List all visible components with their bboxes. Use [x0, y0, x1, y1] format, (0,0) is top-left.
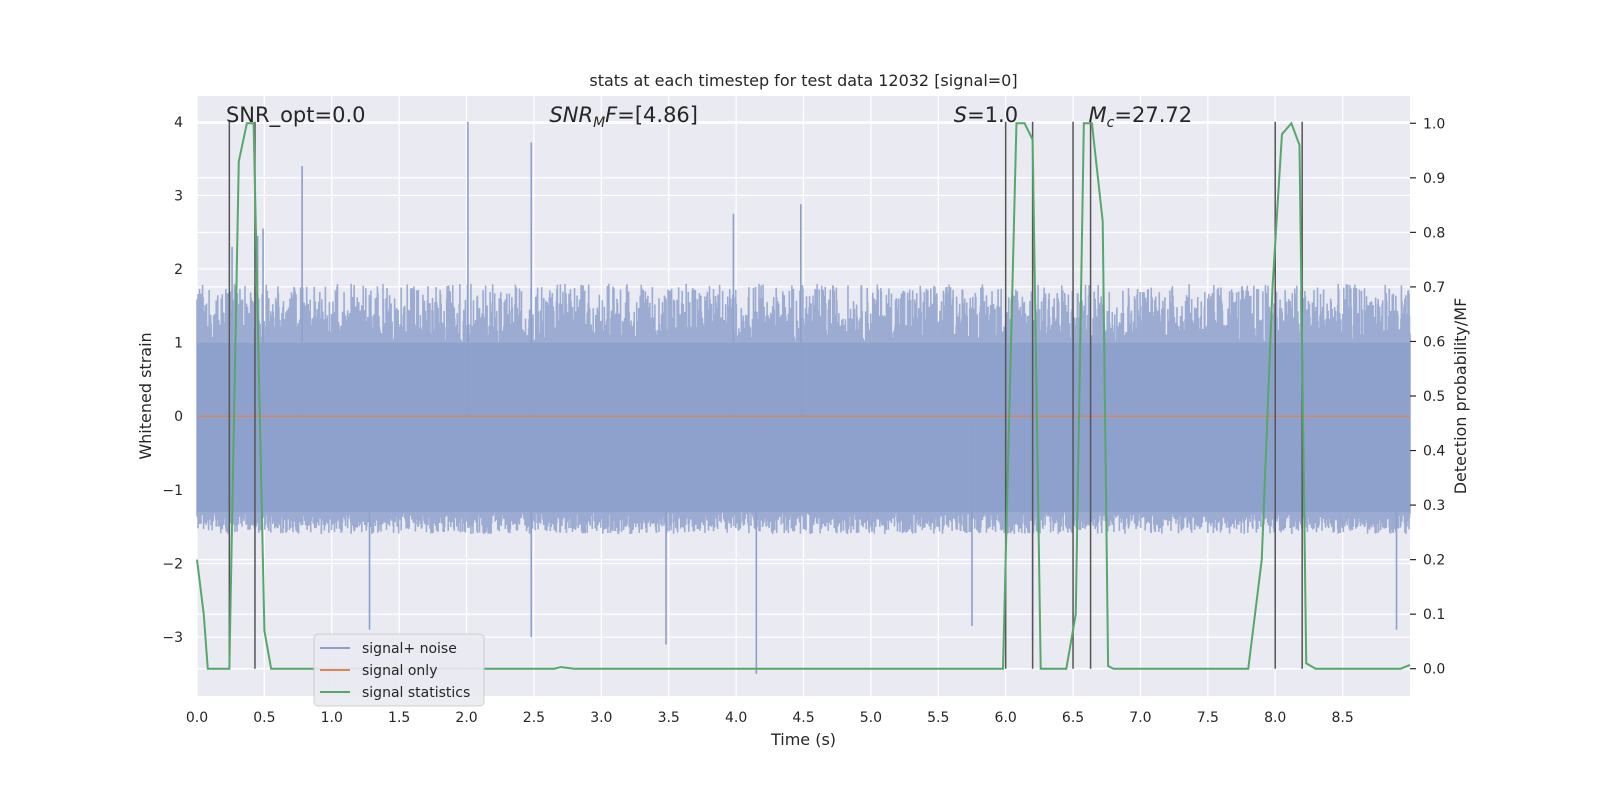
- x-axis-ticks: 0.0 0.5 1.0 1.5 2.0 2.5 3.0 3.5 4.0 4.5 5.0 5.5 6.0 6…: [186, 710, 1354, 726]
- y-tick-label: 2: [174, 262, 183, 278]
- legend-label: signal+ noise: [362, 641, 457, 657]
- right-tick-label: 0.9: [1423, 171, 1445, 187]
- y-tick-label: −2: [162, 556, 183, 572]
- stat-annotations: SNR_opt=0.0 SNRMF=[4.86] S=1.0 Mc=27.72: [226, 103, 1192, 131]
- x-tick-label: 0.0: [186, 710, 208, 726]
- y-tick-label: 4: [174, 115, 183, 131]
- legend: signal+ noise signal only signal statistic…: [313, 633, 485, 707]
- right-tick-label: 0.1: [1423, 607, 1445, 623]
- x-axis-label: Time (s): [770, 730, 836, 749]
- x-tick-label: 5.0: [860, 710, 882, 726]
- right-tick-label: 0.7: [1423, 280, 1445, 296]
- x-tick-label: 2.5: [523, 710, 545, 726]
- right-tick-label: 0.0: [1423, 662, 1445, 678]
- right-tick-label: 0.4: [1423, 444, 1445, 460]
- x-tick-label: 4.5: [792, 710, 814, 726]
- signal-noise-series: [196, 121, 1411, 674]
- x-tick-label: 8.5: [1331, 710, 1353, 726]
- stat-annotation: SNRMF=[4.86]: [549, 103, 698, 131]
- y-tick-label: 3: [174, 188, 183, 204]
- y-axis-label: Whitened strain: [136, 332, 155, 459]
- x-tick-label: 5.5: [927, 710, 949, 726]
- legend-label: signal only: [362, 663, 437, 679]
- x-tick-label: 1.5: [388, 710, 410, 726]
- stat-annotation: S=1.0: [954, 103, 1018, 127]
- x-tick-label: 7.5: [1197, 710, 1219, 726]
- y-tick-label: −3: [162, 630, 183, 646]
- x-tick-label: 2.0: [455, 710, 477, 726]
- right-axis-ticks: 0.0 0.1 0.2 0.3 0.4 0.5 0.6 0.7 0.8 0.9 1.0: [1410, 116, 1445, 678]
- right-tick-label: 0.3: [1423, 498, 1445, 514]
- signal-statistics-series: [196, 121, 1411, 670]
- y-tick-label: −1: [162, 483, 183, 499]
- x-tick-label: 7.0: [1129, 710, 1151, 726]
- legend-box: [313, 633, 485, 707]
- right-axis-label: Detection probability/MF: [1451, 298, 1470, 495]
- x-tick-label: 6.5: [1062, 710, 1084, 726]
- x-tick-label: 8.0: [1264, 710, 1286, 726]
- x-tick-label: 6.0: [995, 710, 1017, 726]
- x-tick-label: 3.0: [590, 710, 612, 726]
- right-tick-label: 1.0: [1423, 116, 1445, 132]
- left-axis-ticks: −3 −2 −1 0 1 2 3 4: [162, 115, 183, 646]
- legend-label: signal statistics: [362, 685, 470, 701]
- chart-title: stats at each timestep for test data 120…: [589, 71, 1017, 90]
- x-tick-label: 0.5: [253, 710, 275, 726]
- stat-annotation: SNR_opt=0.0: [226, 103, 366, 128]
- x-tick-label: 1.0: [321, 710, 343, 726]
- right-tick-label: 0.8: [1423, 225, 1445, 241]
- stat-annotation: Mc=27.72: [1089, 103, 1193, 131]
- y-tick-label: 0: [174, 409, 183, 425]
- noise-core-band: [197, 342, 1410, 512]
- right-tick-label: 0.6: [1423, 334, 1445, 350]
- right-tick-label: 0.5: [1423, 389, 1445, 405]
- right-tick-label: 0.2: [1423, 553, 1445, 569]
- x-tick-label: 4.0: [725, 710, 747, 726]
- signal-statistics-line: [196, 121, 1411, 670]
- x-tick-label: 3.5: [658, 710, 680, 726]
- y-tick-label: 1: [174, 336, 183, 352]
